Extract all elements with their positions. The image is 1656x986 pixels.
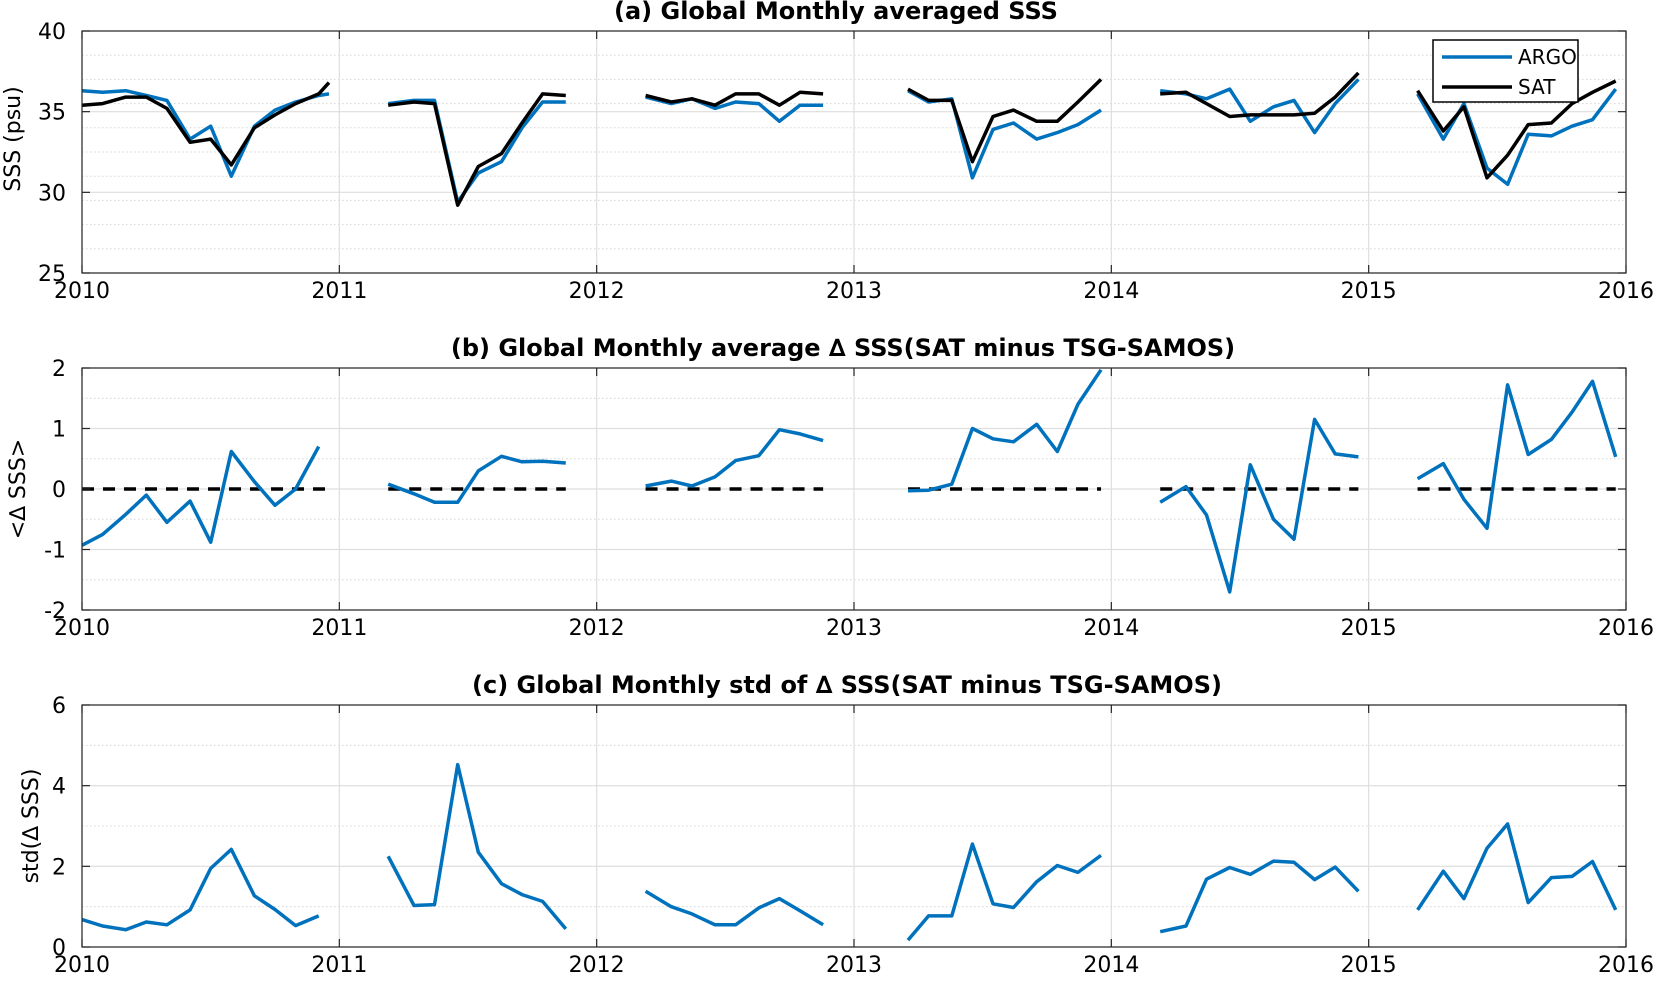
panel-c-title: (c) Global Monthly std of ∆ SSS(SAT minu…	[472, 671, 1222, 699]
panel-b-x-tick-label: 2014	[1083, 616, 1139, 641]
panel-b-x-tick-label: 2015	[1341, 616, 1397, 641]
panel-b: (b) Global Monthly average ∆ SSS(SAT min…	[6, 334, 1654, 641]
panel-a-argo-line	[387, 98, 566, 204]
panel-a-sat-line	[1416, 79, 1617, 180]
panel-c-grid	[81, 704, 1627, 948]
legend-argo-label: ARGO	[1518, 45, 1577, 69]
panel-c-x-tick-label: 2015	[1341, 953, 1397, 978]
panel-a-axes	[81, 30, 1627, 274]
panel-b-series-0-line	[387, 454, 566, 505]
panel-a-x-tick-label: 2016	[1598, 279, 1654, 304]
panel-c-tick-labels: 2010 2011 2012 2013 2014 2015 2016 0 2 4 6	[52, 694, 1654, 978]
panel-c-axes	[81, 704, 1627, 948]
panel-b-series-0-line	[645, 427, 824, 488]
panel-a-sat-line	[387, 92, 566, 207]
panel-c-y-tick-label: 4	[52, 775, 66, 800]
panel-b-series-0-line	[81, 445, 321, 547]
panel-c-x-tick-label: 2011	[311, 953, 367, 978]
panel-a-legend: ARGO SAT	[1432, 39, 1579, 103]
panel-a-argo-line	[1159, 78, 1360, 135]
panel-c-ylabel: std(∆ SSS)	[19, 769, 44, 884]
panel-b-y-tick-label: 1	[52, 418, 66, 443]
panel-a-plot	[81, 71, 1618, 207]
legend-box	[1432, 39, 1579, 103]
panel-c-series-0-line	[386, 762, 568, 931]
panel-a-sat-line	[81, 81, 331, 167]
panel-b-x-tick-label: 2010	[54, 616, 110, 641]
panel-c-x-tick-label: 2014	[1083, 953, 1139, 978]
panel-c-series-0-line	[906, 842, 1103, 942]
panel-c-y-tick-label: 6	[52, 694, 66, 719]
panel-a-x-tick-label: 2014	[1083, 279, 1139, 304]
panel-b-y-tick-label: 0	[52, 478, 66, 503]
panel-b-tick-labels: 2010 2011 2012 2013 2014 2015 2016 -2 -1 0 1 2	[44, 357, 1654, 641]
panel-c-x-tick-label: 2010	[54, 953, 110, 978]
panel-a: (a) Global Monthly averaged SSS SSS (psu…	[1, 0, 1654, 304]
panel-a-y-tick-label: 40	[38, 20, 66, 45]
panel-b-x-tick-label: 2012	[569, 616, 625, 641]
panel-c-series-0-line	[644, 889, 825, 927]
panel-a-x-tick-label: 2012	[569, 279, 625, 304]
panel-a-x-tick-label: 2015	[1341, 279, 1397, 304]
panel-b-series-0-line	[907, 368, 1103, 493]
panel-a-tick-labels: 2010 2011 2012 2013 2014 2015 2016 25 30 35 40	[38, 20, 1654, 304]
panel-c: (c) Global Monthly std of ∆ SSS(SAT minu…	[19, 671, 1654, 978]
panel-c-plot	[81, 762, 1618, 942]
panel-c-series-0-line	[81, 847, 320, 932]
panel-c-y-tick-label: 2	[52, 855, 66, 880]
panel-b-plot	[81, 368, 1618, 594]
panel-a-title: (a) Global Monthly averaged SSS	[614, 0, 1058, 25]
panel-b-y-tick-label: -1	[44, 539, 66, 564]
panel-b-x-tick-label: 2011	[311, 616, 367, 641]
panel-b-y-tick-label: 2	[52, 357, 66, 382]
panel-c-x-tick-label: 2012	[569, 953, 625, 978]
panel-a-grid	[81, 30, 1627, 274]
panel-b-axes	[81, 367, 1627, 611]
panel-b-ylabel: <∆ SSS>	[6, 439, 31, 539]
panel-a-x-tick-label: 2013	[826, 279, 882, 304]
panel-c-series-0-line	[1416, 822, 1618, 911]
panel-b-x-tick-label: 2013	[826, 616, 882, 641]
panel-a-y-tick-label: 25	[38, 262, 66, 287]
panel-a-sat-line	[1160, 71, 1360, 119]
panel-c-y-tick-label: 0	[52, 936, 66, 961]
panel-c-series-0-line	[1159, 859, 1360, 934]
panel-b-series-0-line	[1159, 417, 1359, 594]
panel-b-series-0-line	[1416, 379, 1618, 531]
legend-sat-label: SAT	[1518, 75, 1556, 99]
panel-a-ylabel: SSS (psu)	[1, 86, 26, 191]
panel-c-x-tick-label: 2016	[1598, 953, 1654, 978]
panel-a-sat-line	[907, 78, 1103, 164]
panel-b-x-tick-label: 2016	[1598, 616, 1654, 641]
panel-a-y-tick-label: 30	[38, 181, 66, 206]
panel-a-sat-line	[645, 90, 824, 107]
panel-b-title: (b) Global Monthly average ∆ SSS(SAT min…	[451, 334, 1235, 362]
panel-b-y-tick-label: -2	[44, 599, 66, 624]
panel-c-x-tick-label: 2013	[826, 953, 882, 978]
panel-a-x-tick-label: 2010	[54, 279, 110, 304]
panel-a-x-tick-label: 2011	[311, 279, 367, 304]
panel-a-argo-line	[907, 89, 1102, 180]
panel-a-y-tick-label: 35	[38, 101, 66, 126]
